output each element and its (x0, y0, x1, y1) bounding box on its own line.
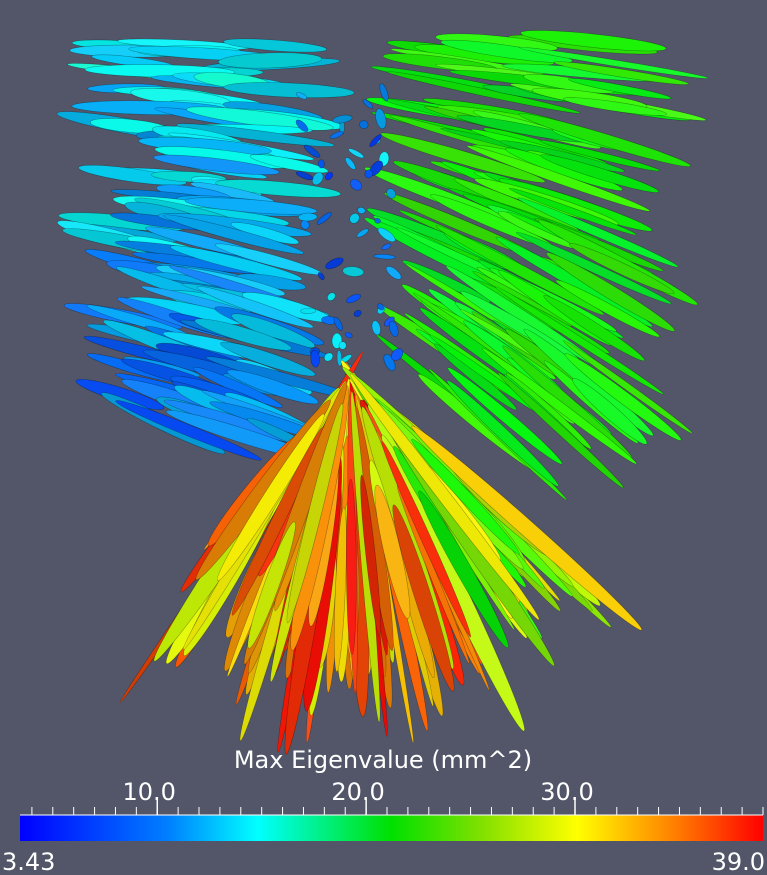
range-max: 39.0 (712, 848, 765, 875)
tick-label: 20.0 (331, 778, 384, 806)
color-bar (20, 815, 763, 841)
tick-label: 10.0 (123, 778, 176, 806)
tick-label: 30.0 (540, 778, 593, 806)
glyph (338, 341, 346, 350)
render-view: Max Eigenvalue (mm^2) 3.43 39.0 10.0 20.0… (0, 0, 767, 875)
glyph (318, 160, 325, 169)
colorbar-title: Max Eigenvalue (mm^2) (234, 746, 532, 774)
range-min: 3.43 (2, 848, 55, 875)
glyph (301, 308, 317, 314)
